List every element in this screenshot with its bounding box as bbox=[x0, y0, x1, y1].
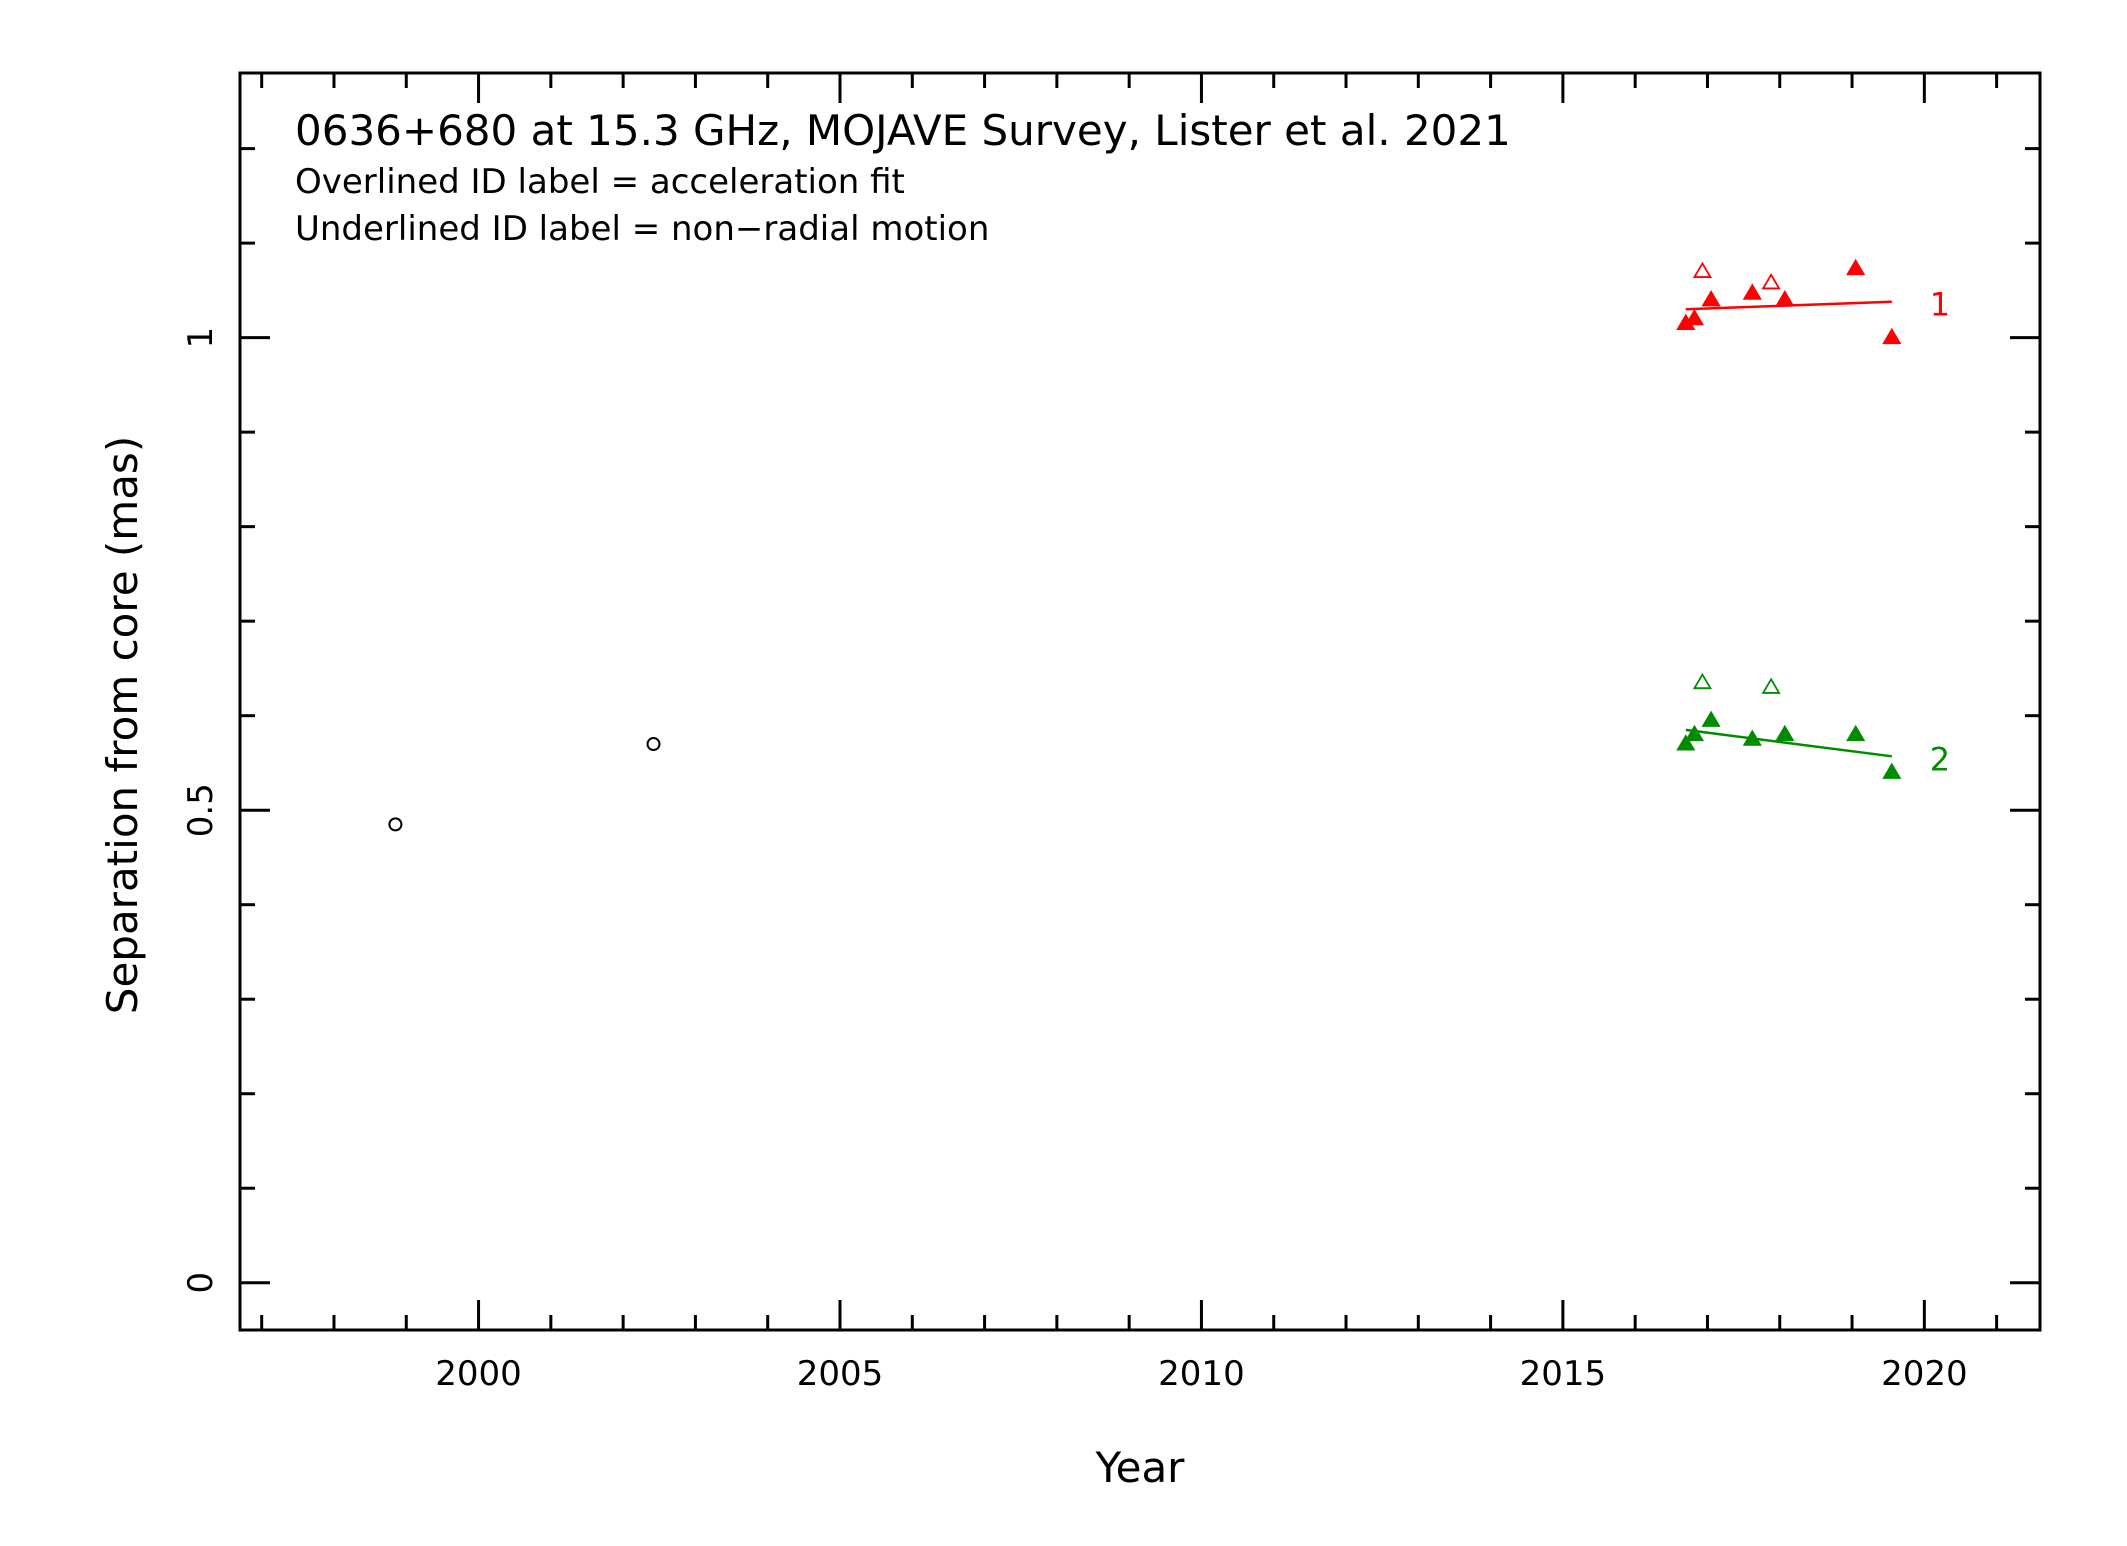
data-point bbox=[1761, 273, 1781, 290]
x-axis-label: Year bbox=[1095, 1443, 1186, 1492]
y-tick-label: 1 bbox=[181, 327, 221, 349]
data-point bbox=[1692, 672, 1712, 690]
y-tick-label: 0 bbox=[181, 1272, 221, 1294]
x-tick-label: 2005 bbox=[797, 1354, 884, 1394]
x-tick-label: 2000 bbox=[435, 1354, 522, 1394]
annotation-acceleration: Overlined ID label = acceleration fit bbox=[295, 162, 905, 202]
data-marks: 12 bbox=[388, 258, 1950, 832]
chart-title: 0636+680 at 15.3 GHz, MOJAVE Survey, Lis… bbox=[295, 106, 1511, 155]
data-point bbox=[1692, 261, 1712, 278]
x-tick-label: 2010 bbox=[1158, 1354, 1245, 1394]
data-point bbox=[388, 817, 403, 832]
data-point bbox=[1684, 308, 1705, 326]
data-point bbox=[646, 737, 661, 752]
data-point bbox=[1882, 762, 1902, 779]
data-point bbox=[1846, 724, 1866, 742]
data-point bbox=[1701, 290, 1721, 307]
x-tick-label: 2015 bbox=[1520, 1354, 1607, 1394]
x-tick-label: 2020 bbox=[1881, 1354, 1968, 1394]
annotation-non-radial: Underlined ID label = non−radial motion bbox=[295, 209, 989, 249]
data-point bbox=[1761, 677, 1781, 694]
series-id-label: 2 bbox=[1930, 740, 1950, 778]
fit-line bbox=[1685, 728, 1892, 758]
data-point bbox=[1882, 327, 1902, 345]
data-point bbox=[1846, 258, 1866, 276]
tick-labels: 2000 2005 2010 2015 2020 0 0.5 1 bbox=[181, 327, 1968, 1394]
data-point bbox=[1775, 724, 1795, 742]
data-point bbox=[1775, 290, 1795, 307]
data-point bbox=[1701, 710, 1721, 727]
data-point bbox=[1742, 729, 1762, 746]
axis-ticks bbox=[240, 73, 2040, 1330]
plot-frame bbox=[238, 71, 2042, 1332]
series-id-label: 1 bbox=[1930, 286, 1950, 324]
data-point bbox=[1684, 724, 1705, 742]
data-point bbox=[1676, 734, 1696, 751]
y-axis-label: Separation from core (mas) bbox=[98, 436, 147, 1014]
y-tick-label: 0.5 bbox=[181, 783, 221, 837]
data-point bbox=[1742, 283, 1762, 300]
